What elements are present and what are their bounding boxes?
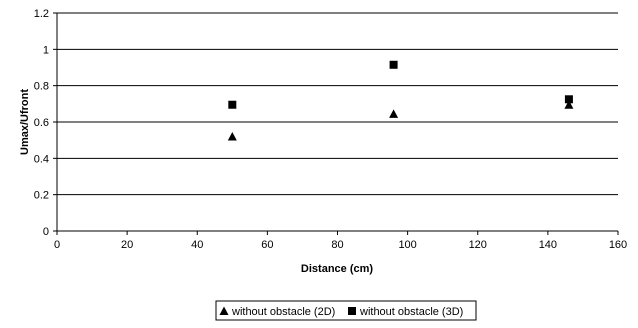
x-tick-label: 160 [609,239,627,251]
x-tick-label: 0 [54,239,60,251]
y-tick-label: 0.8 [34,81,49,93]
y-tick-label: 0.2 [34,190,49,202]
y-tick-labels: 0 0.2 0.4 0.6 0.8 1 1.2 [34,8,49,238]
y-tick-label: 0.4 [34,153,49,165]
square-data-point [228,100,237,109]
axes [53,12,619,235]
square-data-point [564,95,573,104]
y-tick-label: 0 [43,226,49,238]
legend-items: without obstacle (2D) without obstacle (3… [219,306,463,318]
x-tick-label: 20 [121,239,133,251]
x-tick-label: 80 [331,239,343,251]
legend-label: without obstacle (2D) [231,306,335,318]
data-points [227,60,574,141]
x-tick-label: 120 [469,239,487,251]
triangle-data-point [389,109,399,118]
square-data-point [389,60,398,69]
triangle-data-point [564,100,574,109]
y-tick-label: 1 [43,44,49,56]
y-tick-label: 0.6 [34,117,49,129]
x-tick-label: 60 [261,239,273,251]
x-tick-labels: 0 20 40 60 80 100 120 140 160 [54,239,627,251]
x-tick-label: 40 [191,239,203,251]
legend: without obstacle (2D) without obstacle (3… [215,300,477,321]
legend-square-marker [348,307,356,315]
x-axis-label: Distance (cm) [301,263,373,275]
legend-label: without obstacle (3D) [359,306,463,318]
y-axis-label: Umax/Ufront [19,89,31,155]
legend-box [215,300,477,321]
x-tick-label: 140 [539,239,557,251]
x-tick-label: 100 [398,239,416,251]
gridlines [57,12,618,196]
legend-triangle-marker [219,306,229,315]
triangle-data-point [227,132,237,141]
y-tick-label: 1.2 [34,8,49,20]
